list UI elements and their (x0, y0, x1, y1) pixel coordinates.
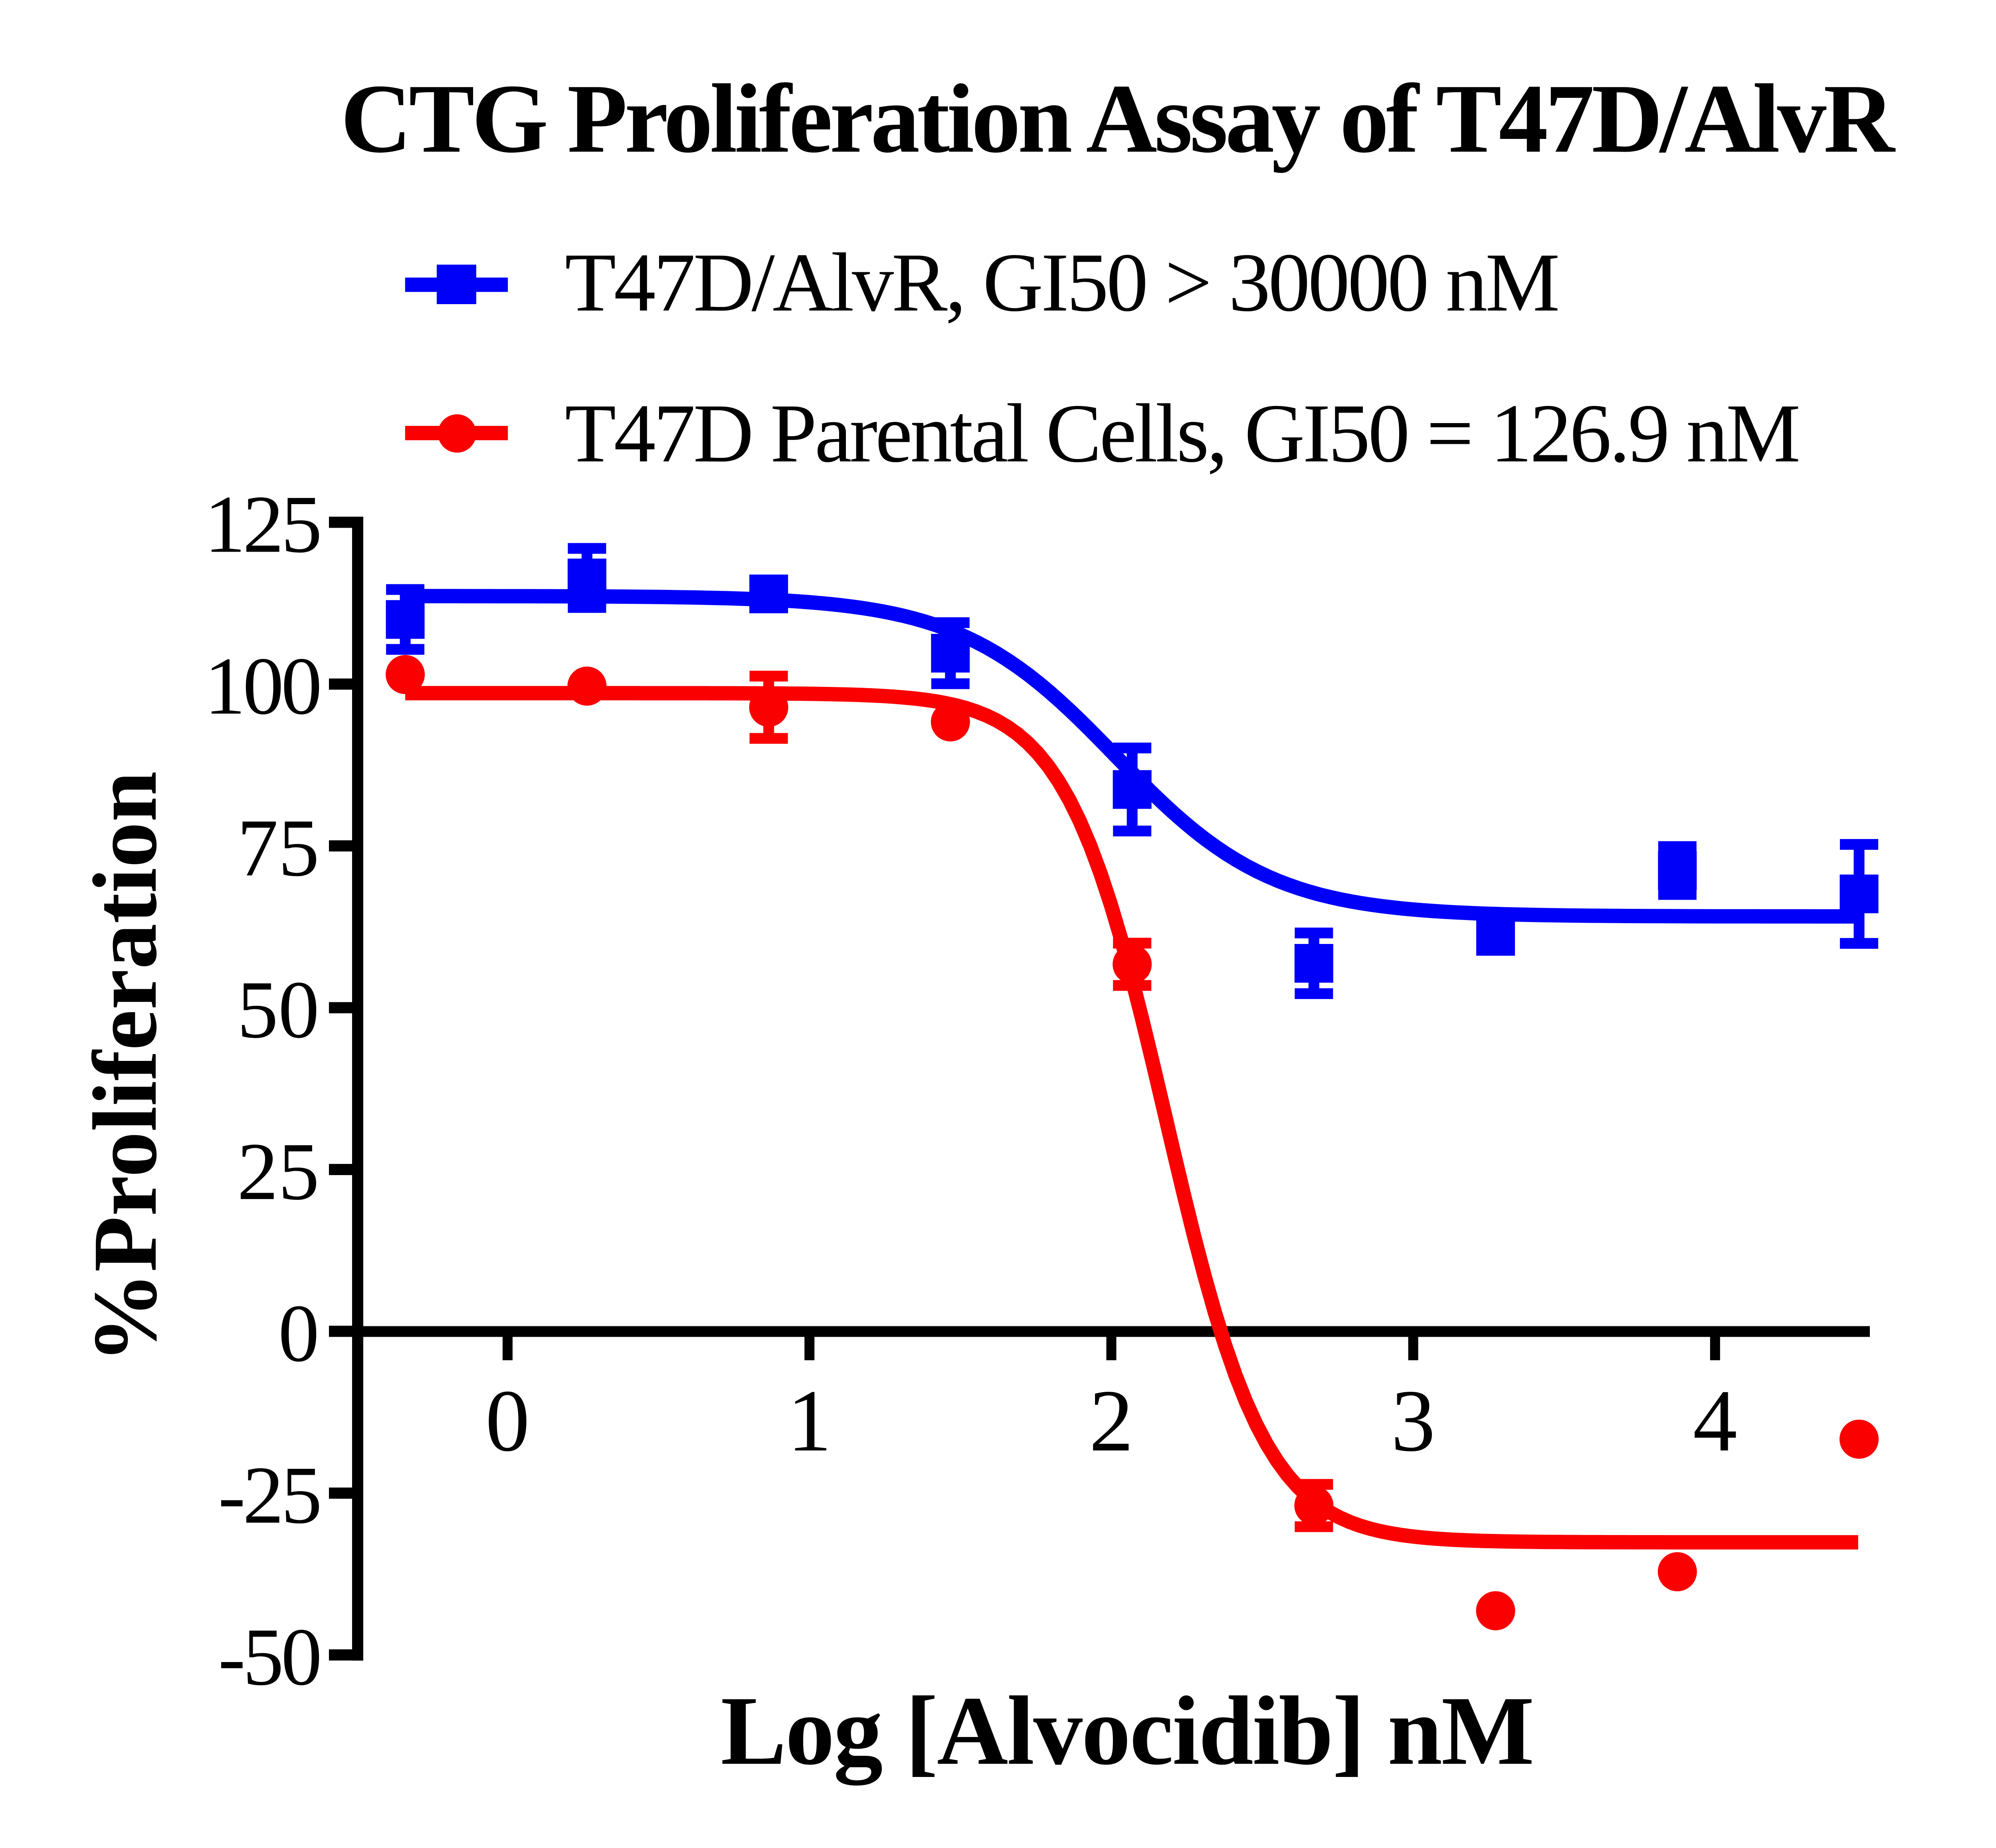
svg-text:1: 1 (787, 1372, 832, 1470)
svg-text:2: 2 (1089, 1372, 1133, 1470)
svg-text:25: 25 (237, 1126, 319, 1217)
svg-text:T47D Parental Cells, GI50 = 12: T47D Parental Cells, GI50 = 126.9 nM (565, 387, 1798, 480)
svg-text:3: 3 (1391, 1372, 1436, 1470)
svg-text:100: 100 (204, 640, 319, 732)
svg-text:%Proliferation: %Proliferation (74, 771, 176, 1363)
svg-text:-50: -50 (218, 1611, 319, 1702)
svg-text:Log [Alvocidib] nM: Log [Alvocidib] nM (721, 1676, 1533, 1786)
svg-text:CTG Proliferation Assay of T47: CTG Proliferation Assay of T47D/AlvR (341, 64, 1896, 173)
svg-text:T47D/AlvR, GI50 > 30000 nM: T47D/AlvR, GI50 > 30000 nM (565, 236, 1558, 329)
svg-text:4: 4 (1693, 1372, 1737, 1470)
svg-text:125: 125 (204, 479, 319, 570)
svg-text:0: 0 (278, 1288, 319, 1379)
svg-text:75: 75 (237, 802, 319, 893)
svg-text:50: 50 (237, 964, 319, 1055)
svg-text:0: 0 (485, 1372, 530, 1470)
svg-text:-25: -25 (218, 1449, 319, 1541)
